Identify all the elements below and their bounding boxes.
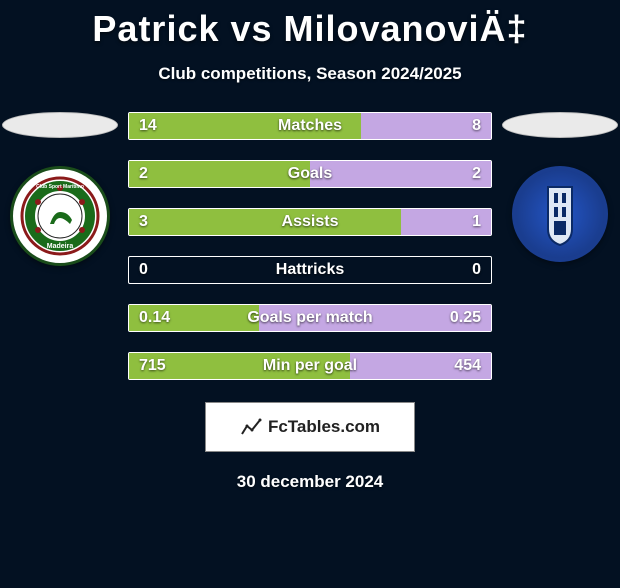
stat-value-left: 2	[139, 165, 148, 183]
stat-bar-goals-per-match: 0.14 0.25 Goals per match	[128, 304, 492, 332]
stat-value-right: 2	[472, 165, 481, 183]
page-title: Patrick vs MilovanoviÄ‡	[0, 8, 620, 50]
stat-label: Goals per match	[247, 309, 372, 327]
right-column	[500, 112, 620, 262]
stat-label: Matches	[278, 117, 342, 135]
right-ellipse	[502, 112, 618, 138]
left-club-badge: Madeira Club Sport Marítimo	[10, 166, 110, 266]
stat-value-right: 0	[472, 261, 481, 279]
chart-icon	[240, 416, 262, 438]
subtitle: Club competitions, Season 2024/2025	[0, 64, 620, 84]
stat-value-right: 454	[454, 357, 481, 375]
date-text: 30 december 2024	[0, 472, 620, 492]
stat-value-right: 1	[472, 213, 481, 231]
stat-value-left: 715	[139, 357, 166, 375]
left-ellipse	[2, 112, 118, 138]
maritimo-badge-icon: Madeira Club Sport Marítimo	[10, 166, 110, 266]
stat-value-left: 0.14	[139, 309, 170, 327]
stat-label: Goals	[288, 165, 332, 183]
stat-fill-left	[129, 209, 401, 235]
stat-fill-left	[129, 161, 310, 187]
stat-label: Hattricks	[276, 261, 344, 279]
stats-column: 14 8 Matches 2 2 Goals 3 1 Assists 0 0 Hattricks 0.1…	[120, 112, 500, 380]
stat-label: Min per goal	[263, 357, 357, 375]
stat-bar-goals: 2 2 Goals	[128, 160, 492, 188]
stat-value-left: 3	[139, 213, 148, 231]
stat-bar-assists: 3 1 Assists	[128, 208, 492, 236]
right-club-badge	[512, 166, 608, 262]
left-column: Madeira Club Sport Marítimo	[0, 112, 120, 266]
stat-value-right: 8	[472, 117, 481, 135]
svg-text:Madeira: Madeira	[47, 243, 74, 250]
stat-bar-hattricks: 0 0 Hattricks	[128, 256, 492, 284]
stat-bar-min-per-goal: 715 454 Min per goal	[128, 352, 492, 380]
stat-fill-right	[310, 161, 491, 187]
stat-label: Assists	[282, 213, 339, 231]
stat-value-left: 0	[139, 261, 148, 279]
stat-bar-matches: 14 8 Matches	[128, 112, 492, 140]
svg-text:Club Sport Marítimo: Club Sport Marítimo	[36, 184, 84, 190]
fctables-banner[interactable]: FcTables.com	[205, 402, 415, 452]
stat-value-right: 0.25	[450, 309, 481, 327]
stat-value-left: 14	[139, 117, 157, 135]
banner-text: FcTables.com	[268, 417, 380, 437]
vizela-badge-icon	[512, 166, 608, 262]
comparison-row: Madeira Club Sport Marítimo 148Matches22…	[0, 112, 620, 380]
